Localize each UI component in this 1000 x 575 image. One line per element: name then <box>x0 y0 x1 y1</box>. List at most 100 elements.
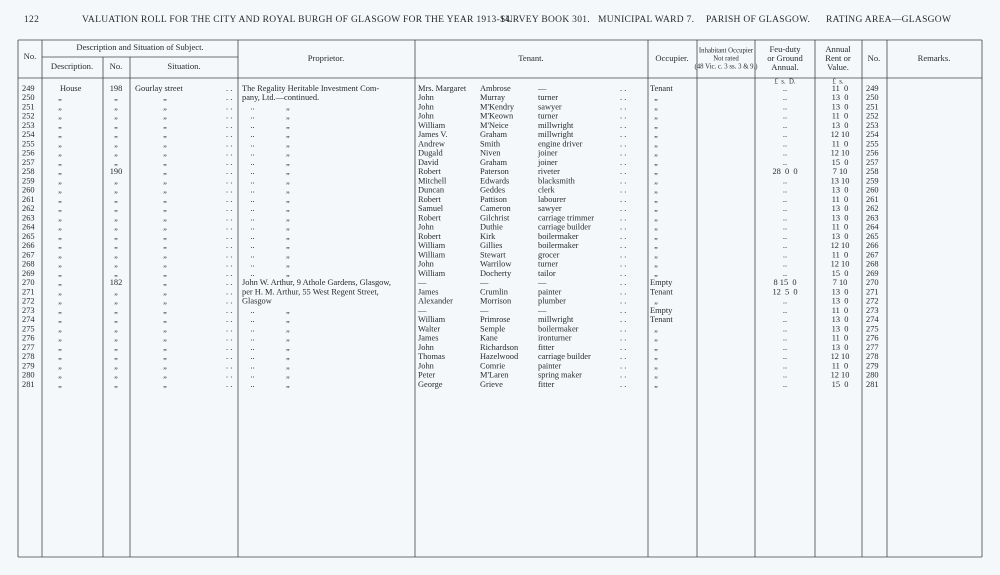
tenant-first-name: Alexander <box>418 297 453 306</box>
row-number: 260 <box>22 186 35 195</box>
annual-rent: 11 0 <box>832 250 848 259</box>
tenant-first-name: Peter <box>418 371 435 380</box>
description: „ <box>58 241 62 250</box>
house-number: „ <box>114 343 118 352</box>
description: „ <box>58 167 62 176</box>
col-situation: Situation. <box>167 61 200 71</box>
situation: „ <box>163 112 167 121</box>
tenant-surname: M'Kendry <box>480 102 515 111</box>
situation: „ <box>163 287 167 296</box>
occupier: Empty <box>650 306 673 315</box>
annual-rent: 12 10 <box>831 149 850 158</box>
situation: „ <box>163 213 167 222</box>
tenant-surname: M'Neice <box>480 121 509 130</box>
occupier: „ <box>654 269 658 278</box>
description: „ <box>58 121 62 130</box>
row-number: 249 <box>22 84 35 93</box>
occupier: Tenant <box>650 287 673 296</box>
tenant-surname: Graham <box>480 158 507 167</box>
leader-dots: . . <box>620 130 626 139</box>
tenant-surname: Primrose <box>480 315 511 324</box>
leader-dots: . . <box>226 195 232 204</box>
tenant-occupation: millwright <box>538 315 574 324</box>
house-number: 198 <box>110 84 123 93</box>
feu-duty: .. <box>783 121 787 130</box>
proprietor: .. „ <box>242 315 290 324</box>
leader-dots: . . <box>620 149 626 158</box>
feu-duty: .. <box>783 195 787 204</box>
table-row: 269 „ „ „ .. „ William Docherty tailor „.. 15 0 2… <box>22 269 879 278</box>
feu-duty: .. <box>783 149 787 158</box>
feu-duty: .. <box>783 204 787 213</box>
tenant-first-name: Dugald <box>418 149 443 158</box>
tenant-occupation: turner <box>538 112 558 121</box>
row-number-2: 264 <box>866 223 879 232</box>
proprietor: .. „ <box>242 306 290 315</box>
table-row: 267 „ „ „ .. „ William Stewart grocer „.. 11 0 26… <box>22 250 879 259</box>
house-number: „ <box>114 186 118 195</box>
occupier: „ <box>654 130 658 139</box>
rating-area: RATING AREA—GLASGOW <box>826 15 951 25</box>
feu-duty: .. <box>783 371 787 380</box>
tenant-surname: Smith <box>480 139 501 148</box>
tenant-surname: Grieve <box>480 380 503 389</box>
leader-dots: . . <box>226 380 232 389</box>
row-number-2: 251 <box>866 102 879 111</box>
proprietor: .. „ <box>242 232 290 241</box>
occupier: „ <box>654 232 658 241</box>
tenant-occupation: painter <box>538 361 561 370</box>
proprietor: .. „ <box>242 176 290 185</box>
proprietor: per H. M. Arthur, 55 West Regent Street, <box>242 287 379 296</box>
situation: „ <box>163 324 167 333</box>
row-number-2: 265 <box>866 232 879 241</box>
row-number: 267 <box>22 250 35 259</box>
row-number: 277 <box>22 343 35 352</box>
house-number: „ <box>114 334 118 343</box>
row-number-2: 260 <box>866 186 879 195</box>
tenant-first-name: John <box>418 361 435 370</box>
tenant-occupation: — <box>537 278 547 287</box>
tenant-surname: Graham <box>480 130 507 139</box>
row-number-2: 272 <box>866 297 879 306</box>
leader-dots: . . <box>226 204 232 213</box>
situation: „ <box>163 223 167 232</box>
tenant-first-name: William <box>418 241 446 250</box>
row-number: 268 <box>22 260 35 269</box>
description: „ <box>58 158 62 167</box>
house-number: „ <box>114 287 118 296</box>
leader-dots: . . <box>620 297 626 306</box>
tenant-occupation: millwright <box>538 130 574 139</box>
house-number: „ <box>114 130 118 139</box>
house-number: „ <box>114 306 118 315</box>
leader-dots: . . <box>226 250 232 259</box>
leader-dots: . . <box>620 343 626 352</box>
description: „ <box>58 176 62 185</box>
annual-rent: 12 10 <box>831 352 850 361</box>
tenant-surname: Warrilow <box>480 260 512 269</box>
tenant-occupation: boilermaker <box>538 324 579 333</box>
leader-dots: . . <box>620 361 626 370</box>
situation: Gourlay street <box>135 84 183 93</box>
tenant-occupation: turner <box>538 260 558 269</box>
rent-units: £ s. <box>832 79 843 86</box>
row-number-2: 267 <box>866 250 879 259</box>
tenant-surname: Geddes <box>480 186 505 195</box>
house-number: „ <box>114 102 118 111</box>
leader-dots: . . <box>226 232 232 241</box>
feu-duty: .. <box>783 93 787 102</box>
description: „ <box>58 149 62 158</box>
tenant-first-name: William <box>418 250 446 259</box>
proprietor: The Regality Heritable Investment Com- <box>242 84 379 93</box>
leader-dots: . . <box>226 213 232 222</box>
tenant-surname: Murray <box>480 93 506 102</box>
feu-duty: .. <box>783 223 787 232</box>
table-row: 256 „ „ „ .. „ Dugald Niven joiner „.. 12 10 256.… <box>22 149 879 158</box>
col-inhabitant: Not rated <box>713 56 739 63</box>
situation: „ <box>163 241 167 250</box>
occupier: „ <box>654 149 658 158</box>
situation: „ <box>163 343 167 352</box>
row-number-2: 261 <box>866 195 879 204</box>
row-number: 273 <box>22 306 35 315</box>
table-row: 254 „ „ „ .. „ James V. Graham millwright „.. 12… <box>22 130 879 139</box>
table-row: 253 „ „ „ .. „ William M'Neice millwright „.. 13… <box>22 121 879 130</box>
